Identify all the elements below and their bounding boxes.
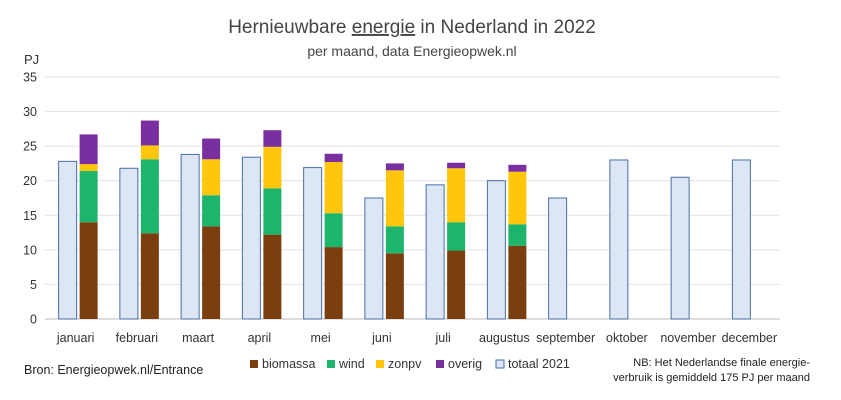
x-tick-label-augustus: augustus (479, 331, 530, 345)
bar-zonpv-maart (202, 159, 221, 196)
legend: biomassa wind zonpv overig totaal 2021 (250, 357, 570, 371)
x-tick-labels: januari februari maart april mei juni juli augu… (56, 331, 777, 345)
bar-wind-juli (447, 222, 466, 251)
chart-title: Hernieuwbare energie in Nederland in 202… (228, 17, 596, 38)
bar-totaal-2021-februari (119, 167, 139, 320)
x-tick-label-februari: februari (116, 331, 158, 345)
x-tick-label-november: november (660, 331, 716, 345)
x-tick-label-april: april (248, 331, 272, 345)
legend-label-totaal-2021: totaal 2021 (508, 357, 570, 371)
bar-wind-augustus (508, 224, 527, 246)
bar-totaal-2021-december (731, 159, 751, 320)
bar-zonpv-januari (79, 164, 98, 172)
note-line-1: NB: Het Nederlandse finale energie- (633, 357, 810, 369)
x-tick-label-mei: mei (311, 331, 331, 345)
bar-wind-januari (79, 171, 98, 223)
bar-biomassa-mei (324, 247, 343, 319)
x-tick-label-juli: juli (434, 331, 450, 345)
legend-label-wind: wind (338, 357, 365, 371)
bar-overig-maart (202, 138, 221, 160)
y-tick-label: 0 (30, 313, 37, 327)
bar-totaal-2021-april (241, 156, 261, 320)
bar-zonpv-mei (324, 162, 343, 214)
gridlines (45, 76, 780, 320)
legend-label-zonpv: zonpv (388, 357, 422, 371)
bar-zonpv-augustus (508, 171, 527, 225)
bars (58, 120, 751, 320)
legend-label-biomassa: biomassa (262, 357, 316, 371)
bar-overig-juni (385, 163, 404, 171)
title-part-1: Hernieuwbare (228, 17, 352, 38)
y-tick-label: 20 (23, 174, 37, 188)
y-tick-label: 30 (23, 105, 37, 119)
bar-biomassa-augustus (508, 245, 527, 319)
legend-swatch-biomassa (250, 360, 258, 368)
bar-totaal-2021-september (548, 197, 568, 320)
bar-totaal-2021-november (670, 176, 690, 320)
bar-biomassa-maart (202, 226, 221, 319)
title-part-2-underlined: energie (352, 17, 415, 38)
x-tick-label-juni: juni (371, 331, 391, 345)
bar-biomassa-april (263, 234, 282, 319)
x-tick-label-oktober: oktober (606, 331, 648, 345)
bar-zonpv-juni (385, 170, 404, 227)
y-tick-labels: 0 5 10 15 20 25 30 35 (23, 71, 37, 327)
bar-wind-maart (202, 195, 221, 227)
bar-biomassa-juni (385, 253, 404, 319)
title-part-3: in Nederland in 2022 (415, 17, 596, 38)
bar-totaal-2021-augustus (486, 180, 506, 320)
legend-swatch-zonpv (376, 360, 384, 368)
y-tick-label: 5 (30, 278, 37, 292)
bar-overig-augustus (508, 164, 527, 172)
y-tick-label: 15 (23, 209, 37, 223)
bar-biomassa-februari (140, 233, 159, 319)
y-tick-label: 25 (23, 140, 37, 154)
legend-label-overig: overig (448, 357, 482, 371)
source-note: Bron: Energieopwek.nl/Entrance (24, 363, 203, 377)
y-tick-label: 35 (23, 71, 37, 85)
x-tick-label-december: december (722, 331, 778, 345)
bar-totaal-2021-juni (364, 197, 384, 320)
chart-subtitle: per maand, data Energieopwek.nl (307, 43, 516, 59)
bar-totaal-2021-juli (425, 184, 445, 320)
bar-zonpv-april (263, 146, 282, 189)
bar-overig-juli (447, 162, 466, 169)
bar-zonpv-juli (447, 168, 466, 223)
bar-totaal-2021-mei (303, 167, 323, 320)
note-line-2: verbruik is gemiddeld 175 PJ per maand (613, 372, 810, 384)
bar-overig-januari (79, 134, 98, 165)
bar-biomassa-januari (79, 222, 98, 319)
y-axis-label: PJ (24, 52, 39, 67)
y-tick-label: 10 (23, 243, 37, 257)
x-tick-label-maart: maart (182, 331, 214, 345)
x-tick-label-januari: januari (56, 331, 95, 345)
bar-totaal-2021-oktober (609, 159, 629, 320)
legend-swatch-overig (436, 360, 444, 368)
legend-swatch-wind (327, 360, 335, 368)
bar-overig-april (263, 130, 282, 147)
bar-wind-april (263, 188, 282, 235)
bar-totaal-2021-maart (180, 153, 200, 320)
bar-wind-juni (385, 226, 404, 254)
bar-totaal-2021-januari (58, 160, 78, 320)
bar-zonpv-februari (140, 145, 159, 160)
legend-swatch-totaal-2021 (495, 359, 505, 369)
x-tick-label-september: september (536, 331, 595, 345)
bar-overig-februari (140, 120, 159, 146)
bar-wind-mei (324, 213, 343, 248)
bar-overig-mei (324, 153, 343, 163)
bar-wind-februari (140, 159, 159, 234)
bar-biomassa-juli (447, 250, 466, 319)
